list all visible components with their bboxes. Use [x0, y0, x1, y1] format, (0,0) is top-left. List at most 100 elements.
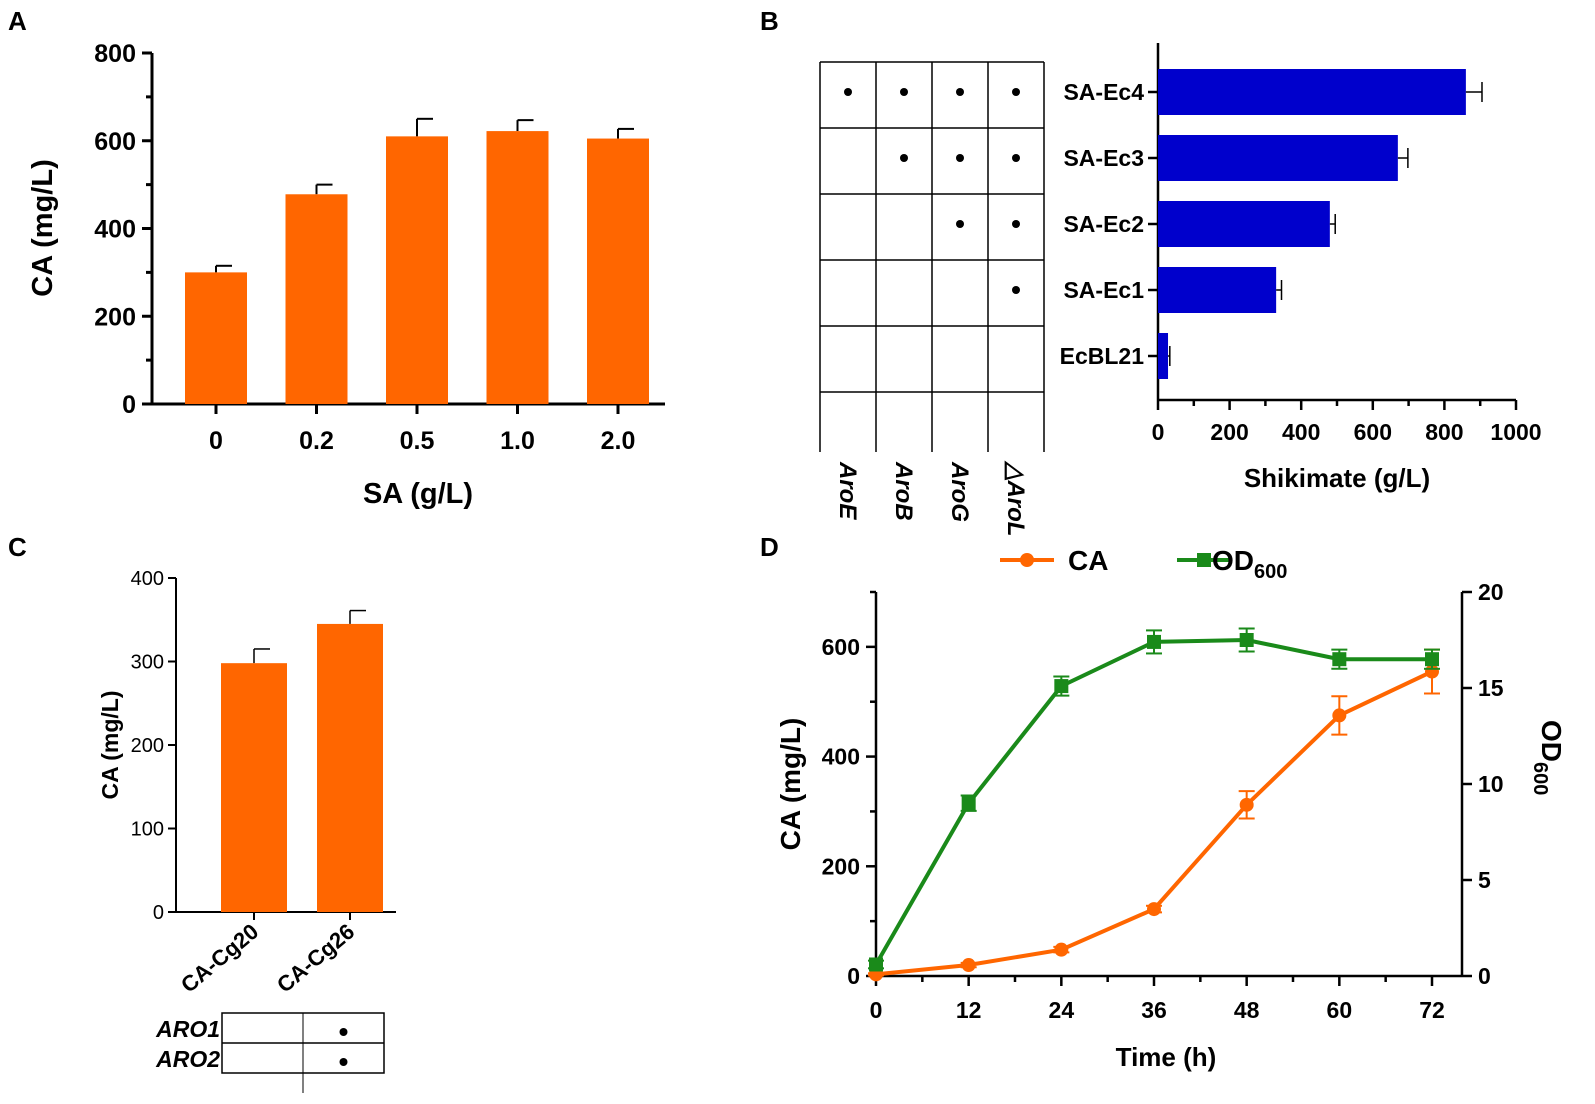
- y-left-tick-label: 200: [822, 853, 860, 879]
- legend-marker-CA: [1020, 553, 1034, 567]
- y-left-tick-label: 400: [822, 744, 860, 770]
- bar-EcBL21: [1158, 333, 1169, 379]
- matrix-dot: [339, 1028, 348, 1036]
- y-axis-title-right-sub: 600: [1529, 762, 1551, 795]
- bar-SA-Ec3: [1158, 135, 1398, 181]
- matrix-dot: [1012, 286, 1020, 294]
- x-tick-label: 200: [1210, 419, 1248, 445]
- data-point-OD: [1332, 652, 1347, 667]
- x-tick-label: 36: [1141, 997, 1167, 1023]
- data-point-CA: [1332, 708, 1347, 723]
- data-point-CA: [1239, 797, 1254, 812]
- bar-0.5: [386, 136, 448, 405]
- panel-label-b: B: [760, 6, 779, 36]
- matrix-dot: [900, 88, 908, 96]
- matrix-column-label: AroE: [834, 461, 861, 520]
- y-axis-title-right: OD600: [1529, 720, 1567, 795]
- legend-label-CA: CA: [1068, 545, 1108, 576]
- x-tick-label: 1000: [1490, 419, 1541, 445]
- y-tick-label: 300: [131, 652, 164, 674]
- y-right-tick-label: 20: [1478, 579, 1504, 605]
- y-left-tick-label: 0: [847, 963, 860, 989]
- matrix-row-label: ARO2: [155, 1046, 220, 1072]
- panel-label-a: A: [8, 6, 27, 36]
- bar-2.0: [587, 138, 649, 404]
- data-point-OD: [961, 796, 976, 811]
- bar-SA-Ec4: [1158, 69, 1466, 115]
- bar-0: [185, 272, 247, 404]
- data-point-OD: [869, 957, 883, 972]
- x-tick-label: 800: [1425, 419, 1463, 445]
- matrix-dot: [339, 1058, 348, 1066]
- legend-label-main: OD: [1212, 545, 1254, 576]
- y-right-tick-label: 15: [1478, 675, 1504, 701]
- y-tick-label: EcBL21: [1060, 343, 1145, 369]
- data-point-CA: [1147, 902, 1161, 917]
- y-tick-label: 200: [131, 735, 164, 757]
- matrix-dot: [844, 88, 852, 96]
- matrix-column-label: AroG: [946, 461, 973, 522]
- bar-1.0: [486, 131, 549, 404]
- legend-label-sub: 600: [1254, 561, 1287, 583]
- x-tick-label: 400: [1282, 419, 1320, 445]
- matrix-dot: [900, 154, 908, 162]
- y-tick-label: SA-Ec2: [1063, 211, 1144, 237]
- x-tick-label: 72: [1419, 997, 1445, 1023]
- matrix-dot: [1012, 154, 1020, 162]
- y-tick-label: 600: [94, 128, 136, 156]
- matrix-dot: [956, 88, 964, 96]
- y-right-tick-label: 5: [1478, 867, 1491, 893]
- x-tick-label: CA-Cg26: [272, 919, 359, 998]
- y-axis-title-right-main: OD: [1536, 720, 1567, 762]
- panel-a-bar-chart: 0 200 400 600 800 0 0.2 0.5 1.0 2.0 SA (g/L) CA (mg…: [27, 40, 665, 510]
- y-left-tick-label: 600: [822, 634, 860, 660]
- panel-c-bar-chart: 0 100 200 300 400 CA-Cg20 CA-Cg26 CA (mg/L) ARO1…: [97, 568, 396, 1093]
- y-tick-label: 200: [94, 303, 136, 331]
- matrix-row-label: ARO1: [155, 1016, 220, 1042]
- x-axis-title: Time (h): [1116, 1042, 1217, 1072]
- data-point-OD: [1147, 634, 1161, 649]
- legend-marker-OD: [1197, 553, 1211, 567]
- x-tick-label: 24: [1049, 997, 1075, 1023]
- x-tick-label: 0.5: [400, 427, 435, 455]
- y-tick-label: 0: [153, 902, 164, 924]
- matrix-dot: [956, 220, 964, 228]
- x-tick-label: 0.2: [299, 427, 334, 455]
- y-tick-label: 400: [131, 568, 164, 590]
- bar-CA-Cg20: [221, 663, 287, 912]
- x-tick-label: 48: [1234, 997, 1260, 1023]
- y-tick-label: 100: [131, 819, 164, 841]
- x-tick-label: 2.0: [601, 427, 636, 455]
- legend-label-OD: OD600: [1212, 545, 1287, 583]
- x-tick-label: CA-Cg20: [176, 919, 263, 998]
- y-tick-label: 0: [122, 391, 136, 419]
- y-tick-label: SA-Ec4: [1063, 79, 1144, 105]
- matrix-column-label: AroB: [890, 461, 917, 521]
- y-tick-label: 800: [94, 40, 136, 68]
- matrix-dot: [956, 154, 964, 162]
- panel-b-hbar-chart: AroE AroB AroG △AroL 0 200 400 600 800 1000 SA-Ec4…: [819, 43, 1542, 536]
- bar-SA-Ec2: [1158, 201, 1330, 247]
- panel-label-d: D: [760, 532, 779, 562]
- y-tick-label: SA-Ec1: [1063, 277, 1144, 303]
- data-point-CA: [1054, 942, 1069, 957]
- y-axis-title: CA (mg/L): [27, 159, 59, 296]
- data-point-CA: [961, 958, 976, 973]
- x-tick-label: 600: [1354, 419, 1392, 445]
- x-tick-label: 12: [956, 997, 982, 1023]
- data-point-OD: [1239, 633, 1254, 647]
- matrix-dot: [1012, 220, 1020, 228]
- data-point-OD: [1425, 652, 1439, 667]
- panel-label-c: C: [8, 532, 27, 562]
- bar-SA-Ec1: [1158, 267, 1277, 313]
- matrix-column-label: △AroL: [1002, 460, 1029, 536]
- x-tick-label: 60: [1327, 997, 1353, 1023]
- y-axis-title-left: CA (mg/L): [775, 718, 806, 851]
- x-tick-label: 0: [209, 427, 223, 455]
- bar-CA-Cg26: [317, 623, 383, 912]
- matrix-dot: [1012, 88, 1020, 96]
- bar-0.2: [285, 194, 348, 404]
- y-tick-label: SA-Ec3: [1063, 145, 1144, 171]
- y-tick-label: 400: [94, 216, 136, 244]
